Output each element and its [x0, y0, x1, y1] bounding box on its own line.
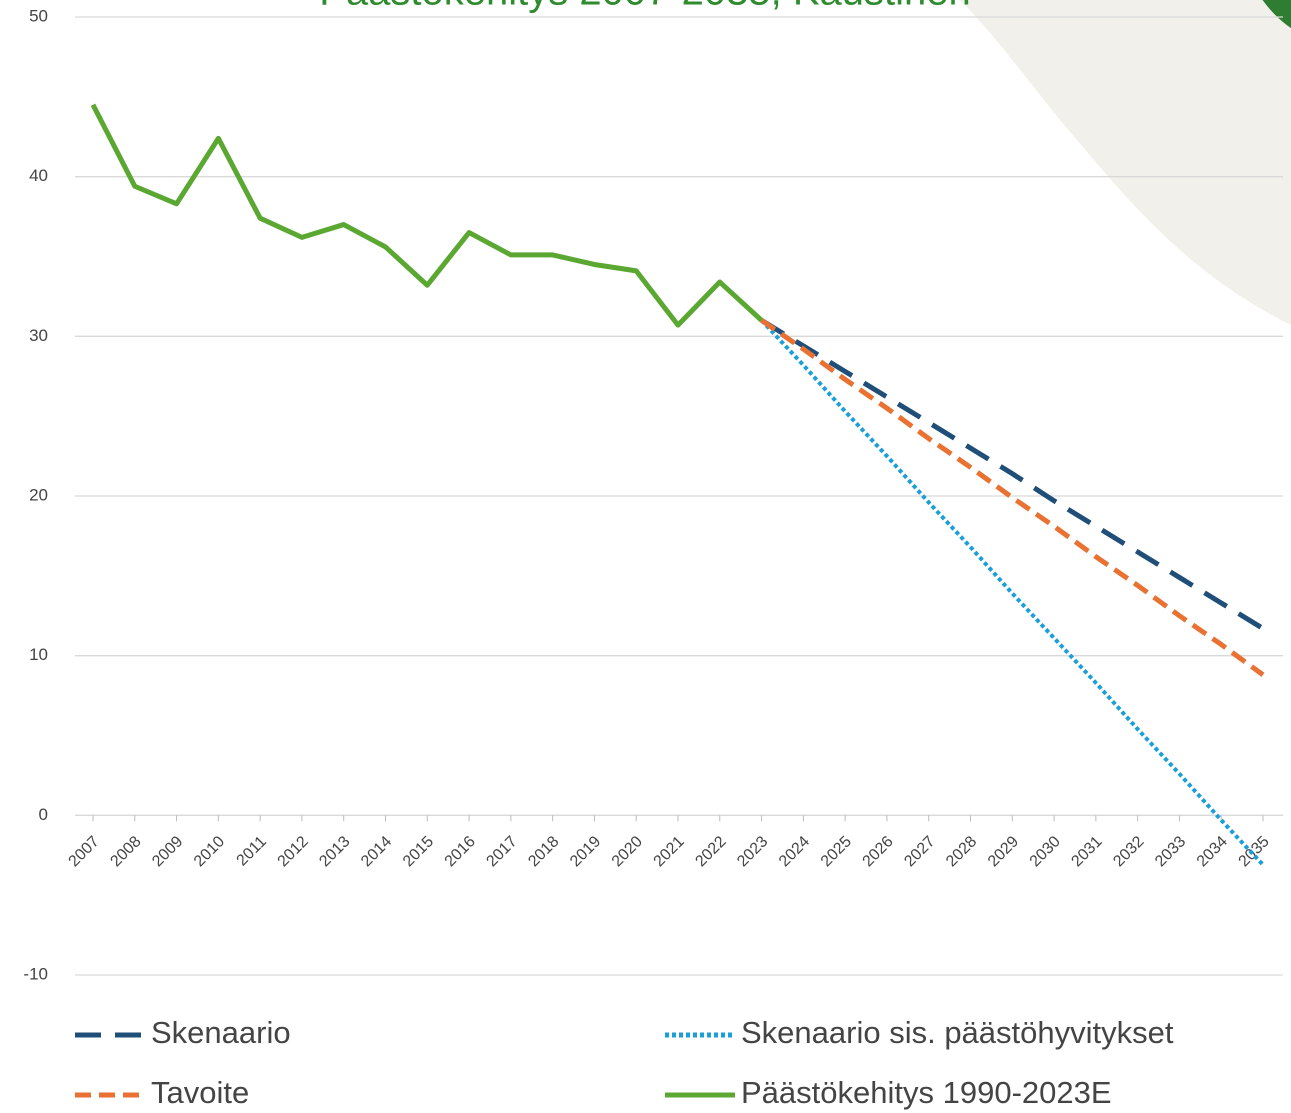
x-tick-label: 2029	[985, 833, 1022, 870]
x-tick-label: 2027	[901, 833, 938, 870]
x-tick-label: 2010	[191, 833, 228, 870]
x-tick-label: 2026	[860, 833, 897, 870]
legend-label: Skenaario sis. päästöhyvitykset	[741, 1015, 1174, 1050]
x-tick-label: 2012	[275, 833, 312, 870]
decor-shape	[960, 0, 1291, 325]
x-tick-label: 2016	[442, 833, 479, 870]
x-tick-label: 2018	[525, 833, 562, 870]
x-tick-label: 2031	[1068, 833, 1105, 870]
y-tick-label: 10	[29, 645, 48, 664]
legend-label: Tavoite	[151, 1075, 249, 1110]
legend-label: Skenaario	[151, 1015, 291, 1050]
x-tick-label: 2022	[692, 833, 729, 870]
x-tick-label: 2014	[358, 833, 395, 870]
y-tick-label: -10	[23, 964, 48, 983]
x-tick-label: 2020	[609, 833, 646, 870]
y-tick-label: 0	[39, 805, 48, 824]
x-tick-label: 2032	[1110, 833, 1147, 870]
y-tick-label: 20	[29, 485, 48, 504]
x-tick-label: 2025	[818, 833, 855, 870]
y-tick-label: 40	[29, 166, 48, 185]
x-tick-label: 2034	[1194, 833, 1231, 870]
series-line	[760, 319, 1265, 867]
x-tick-label: 2009	[149, 833, 186, 870]
series-line	[90, 103, 764, 328]
x-tick-label: 2023	[734, 833, 771, 870]
x-tick-label: 2017	[483, 833, 520, 870]
x-tick-label: 2021	[651, 833, 688, 870]
y-tick-label: 30	[29, 326, 48, 345]
series-line	[760, 318, 1265, 631]
x-tick-label: 2019	[567, 833, 604, 870]
chart-title: Päästökehitys 2007-2035, Kaustinen	[319, 0, 971, 14]
x-tick-label: 2013	[316, 833, 353, 870]
x-tick-label: 2035	[1236, 833, 1273, 870]
x-tick-label: 2008	[107, 833, 144, 870]
x-tick-label: 2033	[1152, 833, 1189, 870]
decor-circle	[1262, 0, 1291, 29]
y-tick-label: 50	[29, 6, 48, 25]
x-tick-label: 2024	[776, 833, 813, 870]
x-tick-label: 2030	[1027, 833, 1064, 870]
legend-label: Päästökehitys 1990-2023E	[741, 1075, 1112, 1110]
x-tick-label: 2015	[400, 833, 437, 870]
series-line	[760, 318, 1265, 677]
x-tick-label: 2028	[943, 833, 980, 870]
x-tick-label: 2007	[66, 833, 103, 870]
x-tick-label: 2011	[234, 833, 270, 869]
